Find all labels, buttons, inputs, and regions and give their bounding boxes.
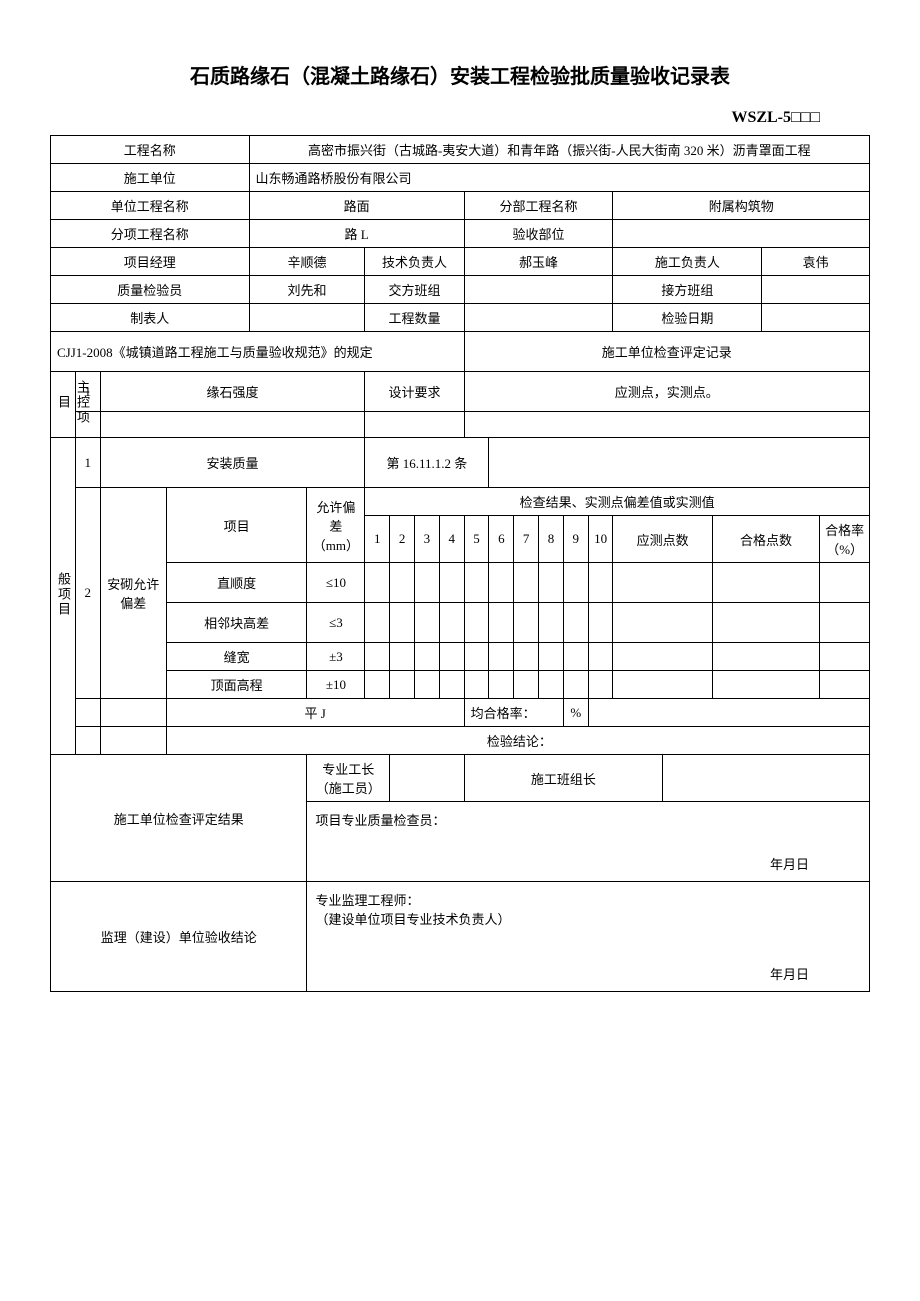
tech-leader-value: 郝玉峰 — [464, 248, 613, 276]
col-3: 3 — [414, 516, 439, 563]
main-control-group: 主控项目 — [51, 372, 76, 438]
col-4: 4 — [439, 516, 464, 563]
row-conclusion: 检验结论： — [51, 727, 870, 755]
col-pass-rate: 合格率（%） — [820, 516, 870, 563]
check-result-header: 检查结果、实测点偏差值或实测值 — [365, 488, 870, 516]
col-5: 5 — [464, 516, 489, 563]
quality-checker-block: 项目专业质量检查员： 年月日 — [307, 802, 870, 882]
row-spec: CJJ1-2008《城镇道路工程施工与质量验收规范》的规定 施工单位检查评定记录 — [51, 332, 870, 372]
item-tol-0: ≤10 — [307, 563, 365, 603]
sub-project-value: 路 L — [249, 220, 464, 248]
project-name-value: 高密市振兴街（古城路-夷安大道）和青年路（振兴街-人民大街南 320 米）沥青罩… — [249, 136, 869, 164]
row-main-control-2 — [51, 412, 870, 438]
general-group: 般项目 — [51, 438, 76, 755]
col-10: 10 — [588, 516, 613, 563]
construction-unit-label: 施工单位 — [51, 164, 250, 192]
division-project-label: 分部工程名称 — [464, 192, 613, 220]
item-name-2: 缝宽 — [166, 643, 307, 671]
supervision-block: 专业监理工程师： （建设单位项目专业技术负责人） 年月日 — [307, 882, 870, 992]
mc-req: 设计要求 — [365, 372, 464, 412]
col-pass-count: 合格点数 — [712, 516, 820, 563]
row-managers: 项目经理 辛顺德 技术负责人 郝玉峰 施工负责人 袁伟 — [51, 248, 870, 276]
row-preparer: 制表人 工程数量 检验日期 — [51, 304, 870, 332]
col-6: 6 — [489, 516, 514, 563]
row-foreman: 施工单位检查评定结果 专业工长（施工员） 施工班组长 — [51, 755, 870, 802]
item-name-1: 相邻块高差 — [166, 603, 307, 643]
acceptance-part-value — [613, 220, 870, 248]
item-name-0: 直顺度 — [166, 563, 307, 603]
delivery-team-label: 交方班组 — [365, 276, 464, 304]
foreman-label: 专业工长（施工员） — [307, 755, 390, 802]
row-general-1: 般项目 1 安装质量 第 16.11.1.2 条 — [51, 438, 870, 488]
row-item-2: 缝宽 ±3 — [51, 643, 870, 671]
row-main-control-1: 主控项目 1 缘石强度 设计要求 应测点，实测点。 — [51, 372, 870, 412]
item-name-3: 顶面高程 — [166, 671, 307, 699]
avg-unit: % — [563, 699, 588, 727]
row-supervision: 监理（建设）单位验收结论 专业监理工程师： （建设单位项目专业技术负责人） 年月… — [51, 882, 870, 992]
form-code: WSZL-5□□□ — [50, 109, 870, 127]
gen-group-2: 安砌允许偏差 — [100, 488, 166, 699]
row-avg: 平 J 均合格率： % — [51, 699, 870, 727]
unit-project-value: 路面 — [249, 192, 464, 220]
quantity-label: 工程数量 — [365, 304, 464, 332]
row-item-0: 直顺度 ≤10 — [51, 563, 870, 603]
project-name-label: 工程名称 — [51, 136, 250, 164]
construction-check-label: 施工单位检查评定结果 — [51, 755, 307, 882]
construction-leader-label: 施工负责人 — [613, 248, 762, 276]
receiving-team-label: 接方班组 — [613, 276, 762, 304]
item-tol-3: ±10 — [307, 671, 365, 699]
row-inspector: 质量检验员 刘先和 交方班组 接方班组 — [51, 276, 870, 304]
preparer-value — [249, 304, 365, 332]
gen-num-2: 2 — [75, 488, 100, 699]
row-check-header: 2 安砌允许偏差 项目 允许偏差（mm） 检查结果、实测点偏差值或实测值 — [51, 488, 870, 516]
inspection-date-label: 检验日期 — [613, 304, 762, 332]
col-item: 项目 — [166, 488, 307, 563]
delivery-team-value — [464, 276, 613, 304]
acceptance-part-label: 验收部位 — [464, 220, 613, 248]
item-tol-2: ±3 — [307, 643, 365, 671]
item-tol-1: ≤3 — [307, 603, 365, 643]
row-sub-project: 分项工程名称 路 L 验收部位 — [51, 220, 870, 248]
receiving-team-value — [762, 276, 870, 304]
quality-inspector-label: 质量检验员 — [51, 276, 250, 304]
row-construction-unit: 施工单位 山东畅通路桥股份有限公司 — [51, 164, 870, 192]
project-manager-label: 项目经理 — [51, 248, 250, 276]
conclusion-label: 检验结论： — [166, 727, 869, 755]
row-item-3: 顶面高程 ±10 — [51, 671, 870, 699]
inspection-date-value — [762, 304, 870, 332]
gen-req-1: 第 16.11.1.2 条 — [365, 438, 489, 488]
preparer-label: 制表人 — [51, 304, 250, 332]
mc-result: 应测点，实测点。 — [464, 372, 869, 412]
col-tolerance: 允许偏差（mm） — [307, 488, 365, 563]
col-9: 9 — [563, 516, 588, 563]
sub-project-label: 分项工程名称 — [51, 220, 250, 248]
quantity-value — [464, 304, 613, 332]
row-project-name: 工程名称 高密市振兴街（古城路-夷安大道）和青年路（振兴街-人民大街南 320 … — [51, 136, 870, 164]
project-manager-value: 辛顺德 — [249, 248, 365, 276]
gen-item-1: 安装质量 — [100, 438, 365, 488]
gen-num-1: 1 — [75, 438, 100, 488]
col-2: 2 — [390, 516, 415, 563]
construction-leader-value: 袁伟 — [762, 248, 870, 276]
mc-item: 缘石强度 — [100, 372, 365, 412]
col-expected: 应测点数 — [613, 516, 712, 563]
col-7: 7 — [514, 516, 539, 563]
inspection-table: 工程名称 高密市振兴街（古城路-夷安大道）和青年路（振兴街-人民大街南 320 … — [50, 135, 870, 992]
avg-label: 平 J — [166, 699, 464, 727]
quality-inspector-value: 刘先和 — [249, 276, 365, 304]
avg-pass-label: 均合格率： — [464, 699, 563, 727]
col-8: 8 — [539, 516, 564, 563]
division-project-value: 附属构筑物 — [613, 192, 870, 220]
spec-text: CJJ1-2008《城镇道路工程施工与质量验收规范》的规定 — [51, 332, 465, 372]
row-item-1: 相邻块高差 ≤3 — [51, 603, 870, 643]
team-leader-label: 施工班组长 — [464, 755, 663, 802]
construction-unit-value: 山东畅通路桥股份有限公司 — [249, 164, 869, 192]
col-1: 1 — [365, 516, 390, 563]
supervision-label: 监理（建设）单位验收结论 — [51, 882, 307, 992]
tech-leader-label: 技术负责人 — [365, 248, 464, 276]
page-title: 石质路缘石（混凝土路缘石）安装工程检验批质量验收记录表 — [50, 60, 870, 89]
record-label: 施工单位检查评定记录 — [464, 332, 869, 372]
row-unit-project: 单位工程名称 路面 分部工程名称 附属构筑物 — [51, 192, 870, 220]
unit-project-label: 单位工程名称 — [51, 192, 250, 220]
